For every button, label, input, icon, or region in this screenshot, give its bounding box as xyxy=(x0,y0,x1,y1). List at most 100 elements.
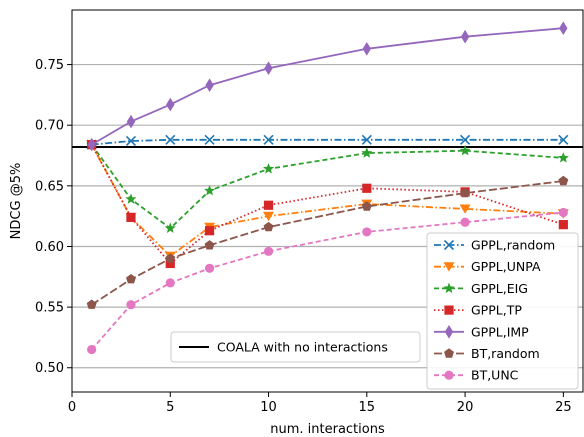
data-point xyxy=(126,274,136,284)
data-point xyxy=(165,258,175,269)
series-bt-unc xyxy=(87,207,568,355)
legend-item: GPPL,EIG xyxy=(434,281,528,296)
data-point xyxy=(125,135,137,147)
data-point xyxy=(263,163,275,174)
x-tick-label: 10 xyxy=(260,400,277,415)
series-line xyxy=(90,144,564,258)
data-point xyxy=(459,204,471,214)
series-line xyxy=(90,144,564,230)
data-point xyxy=(443,262,455,272)
y-tick-label: 0.50 xyxy=(35,361,64,376)
x-tick-label: 15 xyxy=(359,400,376,415)
data-point xyxy=(86,299,97,309)
data-point xyxy=(164,222,176,233)
series-line xyxy=(90,144,564,265)
data-point xyxy=(460,29,470,44)
series-legend: GPPL,random GPPL,UNPA GPPL,EIG GPPL,TP GPPL,… xyxy=(426,232,579,390)
data-point xyxy=(204,263,215,273)
x-tick-label: 0 xyxy=(68,400,76,415)
data-point xyxy=(559,21,568,35)
series-line xyxy=(91,27,564,146)
x-tick-label: 5 xyxy=(166,400,174,415)
series-layer xyxy=(86,21,569,355)
data-point xyxy=(444,370,454,380)
data-point xyxy=(204,226,215,236)
series-line xyxy=(91,211,564,351)
data-point xyxy=(361,134,372,145)
data-point xyxy=(444,325,454,339)
series-line xyxy=(91,138,564,146)
data-point xyxy=(205,78,214,92)
y-tick-label: 0.75 xyxy=(35,58,64,73)
data-point xyxy=(204,134,215,145)
data-point xyxy=(460,217,470,227)
data-point xyxy=(204,184,216,196)
data-point xyxy=(87,137,96,152)
legend-label: GPPL,UNPA xyxy=(471,259,541,274)
x-tick-label: 25 xyxy=(555,400,572,415)
data-point xyxy=(263,211,274,222)
reference-legend: COALA with no interactions xyxy=(170,331,421,363)
series-legend-box xyxy=(426,232,579,390)
data-point xyxy=(557,152,569,163)
data-point xyxy=(443,239,455,251)
data-point xyxy=(263,134,274,145)
data-point xyxy=(204,240,215,250)
data-point xyxy=(126,114,136,129)
legend-item: GPPL,IMP xyxy=(434,324,529,339)
x-axis-ticks: 0 5 10 15 20 25 xyxy=(68,392,572,415)
x-tick-label: 20 xyxy=(457,400,474,415)
legend-item: GPPL,UNPA xyxy=(434,259,541,274)
data-point xyxy=(125,193,137,204)
data-point xyxy=(362,227,372,237)
legend-label: BT,UNC xyxy=(471,368,519,383)
legend-label: GPPL,IMP xyxy=(471,324,529,339)
data-point xyxy=(263,221,274,232)
data-point xyxy=(443,282,455,294)
y-tick-label: 0.55 xyxy=(35,301,64,316)
legend-item: BT,UNC xyxy=(434,368,519,383)
data-point xyxy=(460,134,471,145)
data-point xyxy=(558,134,569,145)
data-point xyxy=(166,97,175,112)
data-point xyxy=(361,201,372,211)
y-tick-label: 0.65 xyxy=(35,179,64,194)
data-point xyxy=(87,344,97,355)
data-point xyxy=(126,300,136,310)
data-point xyxy=(459,144,471,156)
series-line xyxy=(91,180,564,306)
legend-item: GPPL,TP xyxy=(434,303,522,318)
data-point xyxy=(558,207,568,218)
data-point xyxy=(444,348,454,358)
data-point xyxy=(263,200,274,210)
data-point xyxy=(263,246,274,256)
plot-frame xyxy=(71,9,584,393)
data-point xyxy=(165,278,175,288)
data-point xyxy=(460,187,470,198)
legend-item: GPPL,random xyxy=(434,238,555,253)
data-point xyxy=(165,134,176,145)
y-tick-label: 0.70 xyxy=(35,119,64,134)
legend-item: BT,random xyxy=(434,346,540,361)
y-tick-label: 0.60 xyxy=(35,240,64,255)
data-point xyxy=(362,183,372,193)
legend-label: GPPL,TP xyxy=(471,303,522,318)
data-point xyxy=(264,61,273,75)
data-point xyxy=(558,220,568,230)
data-point xyxy=(558,175,569,186)
x-axis-label: num. interactions xyxy=(270,422,385,437)
y-axis-label: NDCG @5% xyxy=(9,163,24,240)
legend-label: GPPL,EIG xyxy=(471,281,528,296)
reference-legend-label: COALA with no interactions xyxy=(217,340,388,355)
legend-label: BT,random xyxy=(471,346,540,361)
data-point xyxy=(165,253,176,263)
series-gppl-imp xyxy=(87,21,568,152)
data-point xyxy=(362,42,371,56)
series-bt-random xyxy=(86,175,569,309)
data-point xyxy=(444,305,454,315)
data-point xyxy=(126,212,136,222)
legend-label: GPPL,random xyxy=(471,238,555,253)
data-point xyxy=(361,147,373,158)
y-axis-ticks: 0.50 0.55 0.60 0.65 0.70 0.75 xyxy=(35,58,72,376)
